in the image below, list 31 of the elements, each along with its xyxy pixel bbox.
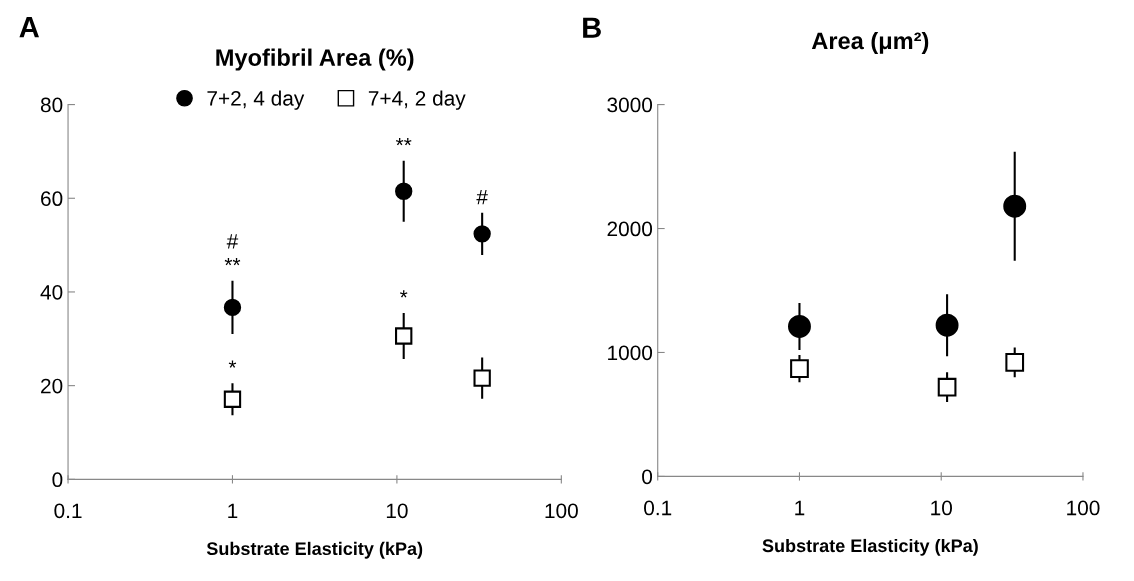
chart-title: Area (μm²) — [811, 31, 929, 54]
x-axis-title: Substrate Elasticity (kPa) — [762, 538, 978, 556]
y-tick-label: 80 — [40, 97, 63, 113]
legend-label: 7+4, 2 day — [368, 90, 466, 110]
annotation: ** — [395, 137, 412, 146]
x-tick-label: 1 — [795, 500, 805, 516]
y-tick-label: 3000 — [607, 97, 653, 113]
x-tick-label: 10 — [386, 503, 408, 519]
y-tick-label: 0 — [52, 472, 63, 488]
x-tick-label: 1 — [228, 503, 238, 519]
y-tick-label: 1000 — [608, 345, 653, 361]
x-tick-label: 10 — [931, 500, 952, 516]
x-tick-label: 100 — [545, 503, 578, 519]
y-tick-label: 20 — [41, 378, 63, 394]
annotation: ** — [224, 257, 241, 266]
legend-label: 7+2, 4 day — [207, 90, 305, 110]
annotation: # — [226, 234, 239, 249]
annotation: * — [228, 360, 237, 368]
text: A — [19, 17, 39, 38]
annotation: * — [399, 290, 408, 298]
chart-title: Myofibril Area (%) — [216, 48, 414, 71]
annotation: # — [476, 190, 488, 205]
x-tick-label: 0.1 — [54, 503, 82, 519]
y-tick-label: 60 — [41, 191, 63, 207]
x-tick-label: 0.1 — [644, 500, 672, 516]
x-axis-title: Substrate Elasticity (kPa) — [206, 541, 423, 559]
y-tick-label: 40 — [40, 284, 63, 300]
text: B — [583, 17, 601, 38]
y-tick-label: 0 — [642, 469, 653, 485]
x-tick-label: 100 — [1067, 500, 1100, 516]
y-tick-label: 2000 — [607, 221, 653, 237]
